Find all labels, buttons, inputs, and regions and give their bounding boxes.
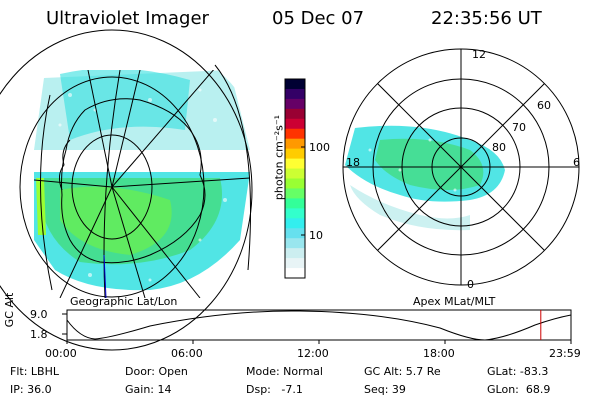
altitude-curve <box>66 310 572 341</box>
ip-status: IP: 36.0 <box>10 383 52 396</box>
instrument-title: Ultraviolet Imager <box>46 8 209 29</box>
color-bar-segment <box>285 148 305 160</box>
filter-status: Flt: LBHL <box>10 365 59 378</box>
mlt-label-0: 0 <box>467 278 474 291</box>
mlt-label-18: 18 <box>346 156 360 169</box>
mlat-label-60: 60 <box>537 99 551 112</box>
color-bar <box>285 79 305 279</box>
right-panel-caption: Apex MLat/MLT <box>413 295 496 308</box>
color-bar-segment <box>285 168 305 180</box>
polar-plot <box>342 48 580 286</box>
mode-status: Mode: Normal <box>246 365 323 378</box>
color-bar-segment <box>285 208 305 219</box>
left-panel-caption: Geographic Lat/Lon <box>70 295 178 308</box>
color-bar-label-100: 100 <box>309 141 330 154</box>
color-bar-label-10: 10 <box>309 229 323 242</box>
gain-status: Gain: 14 <box>125 383 172 396</box>
color-bar-segment <box>285 108 305 120</box>
color-bar-unit: photon cm⁻²s⁻¹ <box>272 114 286 201</box>
glat-status: GLat: -83.3 <box>487 365 549 378</box>
door-status: Door: Open <box>125 365 188 378</box>
altitude-xticks <box>66 340 572 344</box>
geographic-image <box>0 29 253 351</box>
color-bar-segment <box>285 118 305 130</box>
color-bar-segment <box>285 178 305 190</box>
color-bar-segment <box>285 138 305 150</box>
color-bar-segment <box>285 79 305 90</box>
color-bar-segment <box>285 218 305 229</box>
glon-status: GLon: 68.9 <box>487 383 551 396</box>
color-bar-segment <box>285 188 305 199</box>
date-label: 05 Dec 07 <box>272 8 365 29</box>
altitude-xtick-0600: 06:00 <box>171 347 203 360</box>
color-bar-segment <box>285 268 305 279</box>
mlat-label-70: 70 <box>512 121 526 134</box>
mlt-label-12: 12 <box>472 48 486 61</box>
mlat-label-80: 80 <box>492 141 506 154</box>
color-bar-frame <box>284 78 306 279</box>
altitude-xtick-1200: 12:00 <box>297 347 329 360</box>
mlt-label-6: 6 <box>573 156 580 169</box>
color-bar-segment <box>285 248 305 259</box>
seq-status: Seq: 39 <box>364 383 406 396</box>
color-bar-segment <box>285 198 305 209</box>
color-bar-segment <box>285 88 305 100</box>
altitude-xtick-0000: 00:00 <box>45 347 77 360</box>
color-bar-segment <box>285 238 305 249</box>
time-label: 22:35:56 UT <box>431 8 542 29</box>
altitude-xtick-2359: 23:59 <box>549 347 581 360</box>
color-bar-segment <box>285 98 305 110</box>
altitude-plot-frame <box>66 309 572 341</box>
altitude-ytick-1-8: 1.8 <box>30 328 48 341</box>
color-bar-segment <box>285 228 305 239</box>
altitude-xtick-1800: 18:00 <box>423 347 455 360</box>
gc-alt-status: GC Alt: 5.7 Re <box>364 365 441 378</box>
altitude-ytick-9: 9.0 <box>30 308 48 321</box>
color-bar-segment <box>285 128 305 140</box>
color-bar-segment <box>285 258 305 269</box>
color-bar-segment <box>285 158 305 170</box>
dsp-status: Dsp: -7.1 <box>246 383 303 396</box>
altitude-ylabel: GC Alt <box>3 292 16 328</box>
